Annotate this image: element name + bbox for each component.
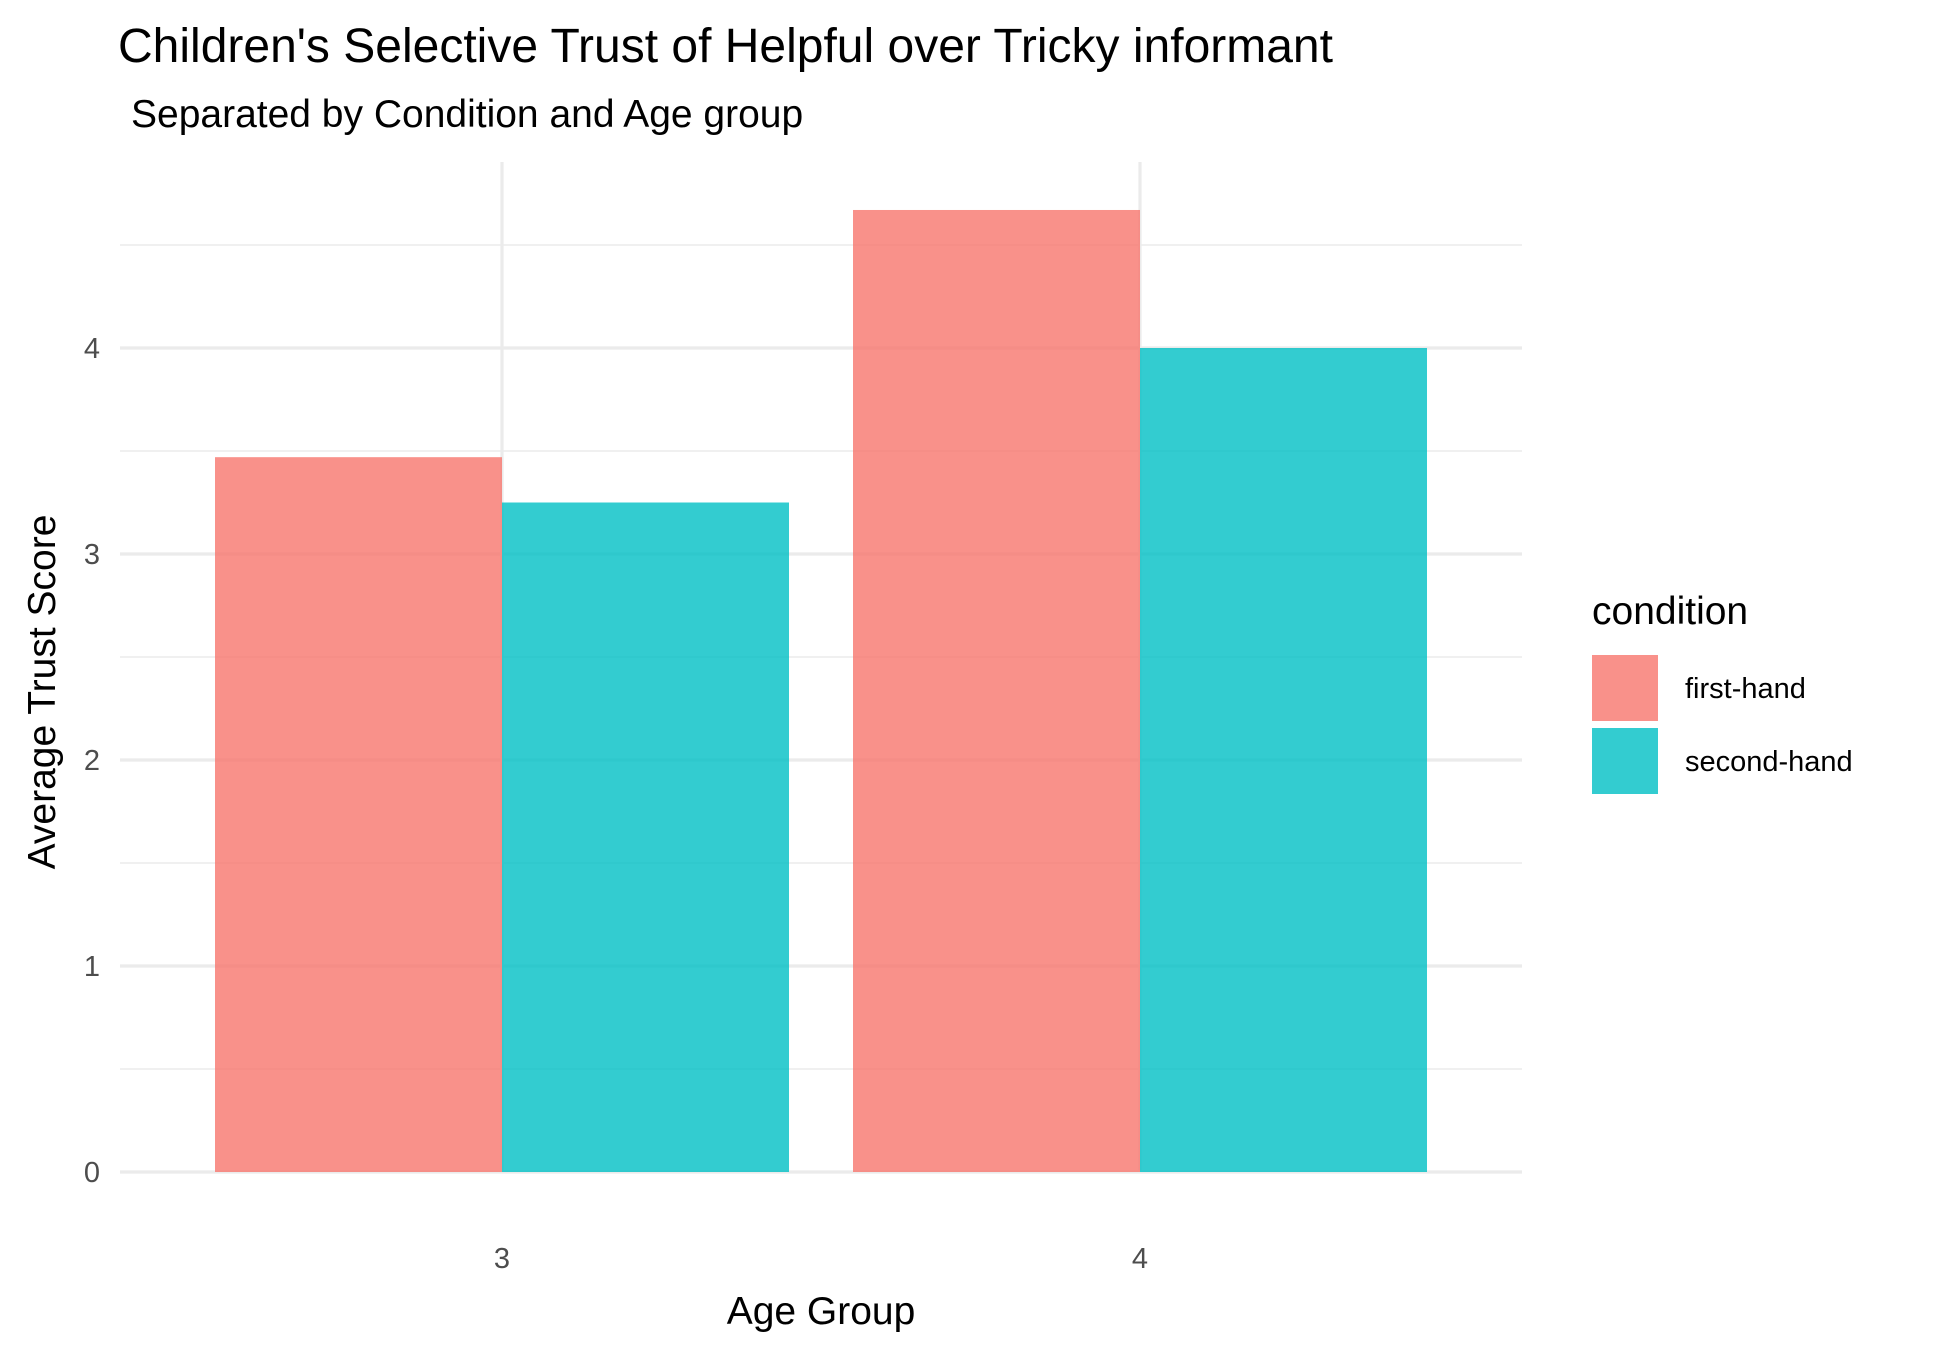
y-tick-label-2: 2 <box>84 745 100 777</box>
y-axis-tick-labels: 0 1 2 3 4 <box>84 333 100 1189</box>
legend-items: first-hand second-hand <box>1592 655 1853 794</box>
x-axis-title: Age Group <box>727 1290 916 1333</box>
y-tick-label-4: 4 <box>84 333 100 365</box>
x-tick-label-1: 4 <box>1132 1243 1148 1275</box>
chart-title: Children's Selective Trust of Helpful ov… <box>118 20 1333 73</box>
y-tick-label-1: 1 <box>84 951 100 983</box>
chart-subtitle: Separated by Condition and Age group <box>131 93 803 136</box>
legend-title: condition <box>1592 590 1748 633</box>
y-tick-label-3: 3 <box>84 539 100 571</box>
y-axis-title: Average Trust Score <box>21 515 64 870</box>
legend-key-first-hand <box>1592 655 1658 721</box>
bar-first-hand-age-3 <box>215 457 502 1172</box>
bar-second-hand-age-3 <box>502 502 789 1172</box>
bars <box>215 209 1427 1173</box>
legend: condition first-hand second-hand <box>1592 590 1853 794</box>
legend-label-second-hand: second-hand <box>1685 746 1853 778</box>
y-tick-label-0: 0 <box>84 1157 100 1189</box>
x-tick-label-0: 3 <box>494 1243 510 1275</box>
bar-first-hand-age-4 <box>853 209 1140 1173</box>
legend-key-second-hand <box>1592 728 1658 794</box>
legend-label-first-hand: first-hand <box>1685 673 1806 705</box>
bar-second-hand-age-4 <box>1140 348 1427 1172</box>
